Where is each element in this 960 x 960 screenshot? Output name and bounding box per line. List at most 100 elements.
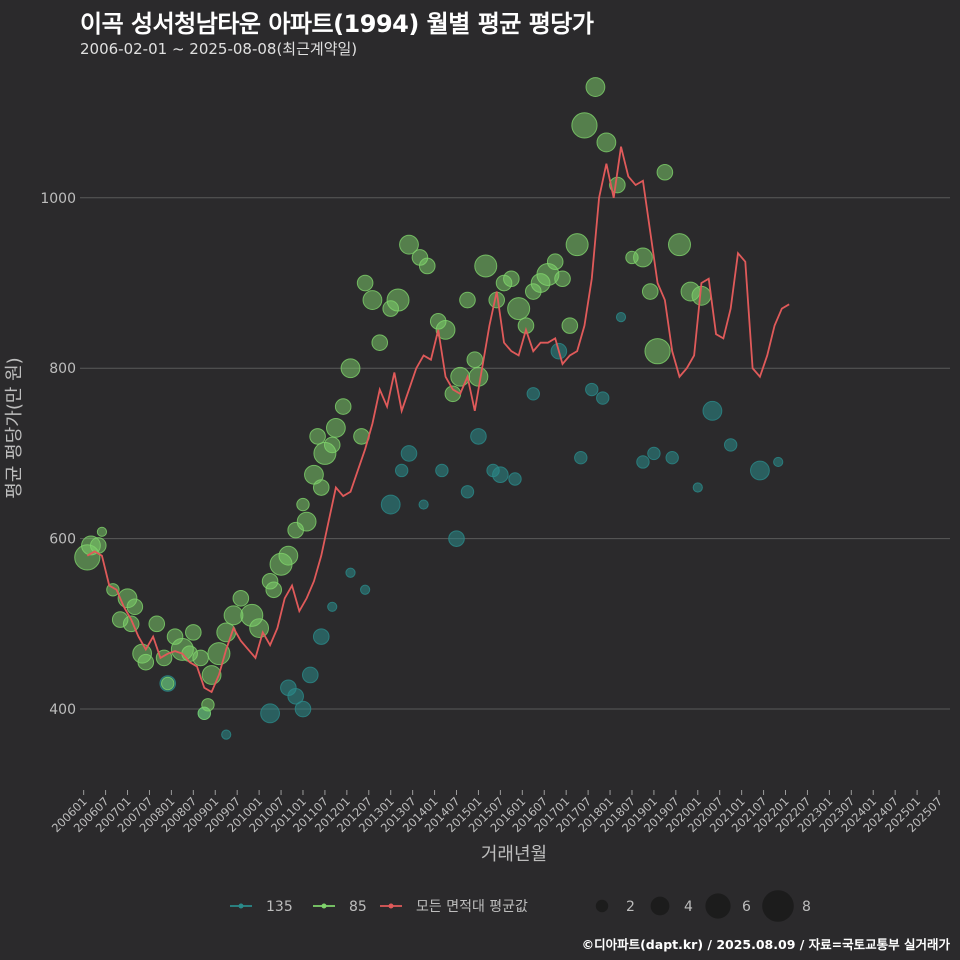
series-135-point <box>574 450 588 465</box>
average-line-group <box>86 146 790 694</box>
series-85-point <box>309 428 326 445</box>
series-85-point <box>644 338 671 365</box>
series-135-point <box>508 472 522 486</box>
series-135-point <box>394 463 409 478</box>
series-85-point <box>137 653 155 671</box>
series-85-point <box>386 288 410 312</box>
series-85-point <box>517 317 535 334</box>
y-axis-ticks: 400 600 800 1000 <box>40 191 76 718</box>
series-85-point <box>148 615 166 633</box>
series-85-point <box>667 233 691 257</box>
legend: 135 85 모든 면적대 평균값 2 4 6 8 <box>230 890 811 922</box>
series-85-point <box>507 297 531 321</box>
series-85-point <box>296 511 317 532</box>
series-85-point <box>435 319 456 340</box>
series-85-point <box>356 274 374 292</box>
series-85-point <box>418 257 436 275</box>
series-135-point <box>647 446 661 461</box>
series-135-point <box>492 466 509 484</box>
series-85-point <box>89 537 107 554</box>
legend-label: 모든 면적대 평균값 <box>416 899 528 915</box>
series-85-point <box>466 351 484 369</box>
series-85-point <box>201 698 215 712</box>
y-axis-label: 평균 평당가(만 원) <box>4 357 25 498</box>
series-135-point <box>615 312 627 323</box>
series-135-point <box>750 460 770 481</box>
series-135-point <box>448 530 465 547</box>
legend-size-label: 6 <box>742 899 751 915</box>
series-85-point <box>340 358 361 379</box>
series-135-point <box>294 700 312 718</box>
series-85-point <box>223 605 244 626</box>
series-85-point <box>571 112 598 139</box>
series-85-point <box>546 253 564 271</box>
series-85-point <box>161 676 175 691</box>
series-135-point <box>287 687 304 705</box>
series-85-point <box>399 234 419 255</box>
series-85-point <box>468 366 489 387</box>
series-135-point <box>435 463 449 478</box>
series-85-point <box>265 581 283 599</box>
legend-swatch-dot <box>238 903 244 909</box>
series-135-point <box>418 499 429 510</box>
series-85-point <box>192 649 209 667</box>
series-135-point <box>723 438 738 452</box>
series-85-point <box>249 618 270 639</box>
chart-title: 이곡 성서청남타운 아파트(1994) 월별 평균 평당가 <box>80 10 594 38</box>
legend-size-circle <box>762 890 794 922</box>
series-135-point <box>636 455 650 469</box>
legend-size-label: 2 <box>626 899 635 915</box>
series-85-point <box>334 398 352 415</box>
series-85-point <box>459 291 476 309</box>
x-axis-ticks: 2006012006072007012007072008012008072009… <box>49 790 945 835</box>
y-tick-label: 1000 <box>40 191 76 207</box>
y-tick-label: 600 <box>49 532 76 548</box>
legend-size-label: 4 <box>684 899 693 915</box>
y-tick-label: 800 <box>49 361 76 377</box>
series-85-point <box>323 436 341 454</box>
series-135-point <box>345 567 356 578</box>
series-85-point <box>596 132 617 153</box>
legend-size-label: 8 <box>802 899 811 915</box>
series-135-point <box>692 482 703 493</box>
average-line <box>86 146 790 694</box>
series-85-point <box>474 254 498 278</box>
series-135-point <box>360 584 371 595</box>
grid-lines <box>80 197 950 710</box>
series-135-point <box>585 382 599 397</box>
series-85-point <box>296 497 310 512</box>
series-85-point <box>207 642 231 666</box>
series-135-point <box>596 391 610 405</box>
series-135-point <box>460 485 475 499</box>
series-135-point <box>665 450 679 465</box>
legend-swatch-dot <box>388 903 394 909</box>
series-85-point <box>656 163 674 181</box>
series-85-point <box>232 589 250 607</box>
legend-size-circle <box>650 896 670 916</box>
series-85-points <box>74 77 712 721</box>
x-axis-label: 거래년월 <box>481 844 547 865</box>
legend-label: 135 <box>266 899 293 915</box>
series-135-point <box>260 703 280 724</box>
series-135-point <box>773 456 784 468</box>
legend-size-circle <box>705 893 731 919</box>
series-135-point <box>470 428 487 445</box>
series-135-point <box>702 400 723 421</box>
series-135-point <box>400 445 418 462</box>
credit-text: ©디아파트(dapt.kr) / 2025.08.09 / 자료=국토교통부 실… <box>581 937 950 952</box>
series-85-point <box>126 598 144 616</box>
series-85-point <box>96 526 108 537</box>
series-135-point <box>526 387 540 401</box>
series-85-point <box>278 545 299 566</box>
series-85-point <box>325 417 346 438</box>
series-85-point <box>641 283 659 300</box>
series-135-point <box>312 628 330 645</box>
series-85-point <box>565 233 589 257</box>
y-tick-label: 400 <box>49 702 76 718</box>
series-135-point <box>301 666 319 684</box>
series-85-point <box>554 270 571 288</box>
chart-subtitle: 2006-02-01 ~ 2025-08-08(최근계약일) <box>80 40 358 58</box>
series-85-point <box>185 624 202 641</box>
series-85-point <box>503 270 520 288</box>
